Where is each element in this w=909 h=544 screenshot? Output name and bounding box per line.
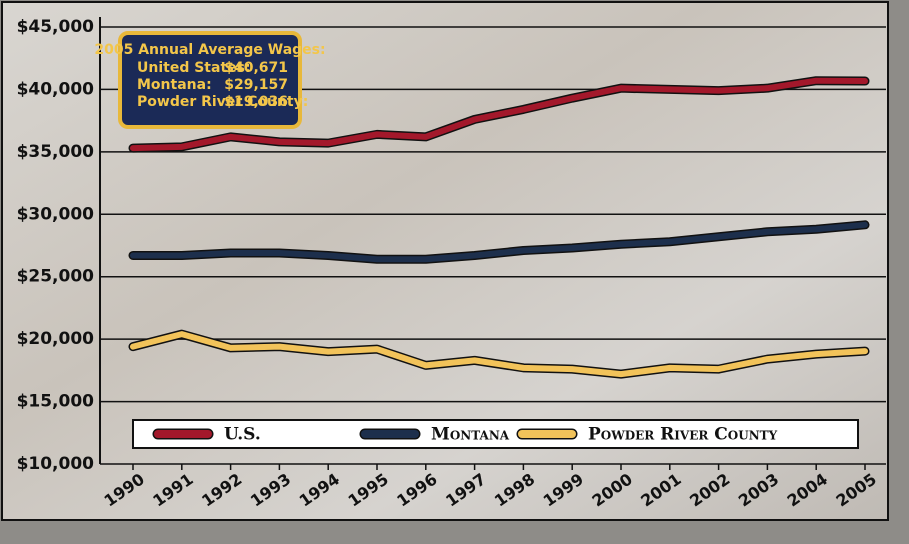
annotation-value: $40,671 — [224, 60, 288, 76]
y-tick-label: $20,000 — [17, 329, 95, 349]
annotation-box — [118, 31, 302, 129]
legend-label: Montana — [431, 425, 510, 445]
annotation-label: Powder River County: — [137, 94, 308, 110]
y-tick-label: $30,000 — [17, 204, 95, 224]
y-tick-label: $45,000 — [17, 17, 95, 37]
line — [130, 221, 868, 263]
legend-box — [132, 419, 859, 449]
y-tick-label: $10,000 — [17, 454, 95, 474]
annotation-label: United States: — [137, 60, 251, 76]
y-tick-label: $25,000 — [17, 267, 95, 287]
y-tick-label: $40,000 — [17, 79, 95, 99]
annotation-label: Montana: — [137, 77, 212, 93]
legend-label: Powder River County — [588, 425, 778, 445]
line — [130, 331, 868, 378]
y-tick-label: $35,000 — [17, 142, 95, 162]
annotation-value: $29,157 — [224, 77, 288, 93]
legend-label: U.S. — [224, 425, 261, 445]
line — [130, 77, 868, 152]
annotation-title: 2005 Annual Average Wages: — [94, 42, 325, 58]
annotation-value: $19,036 — [224, 94, 288, 110]
y-tick-label: $15,000 — [17, 392, 95, 412]
